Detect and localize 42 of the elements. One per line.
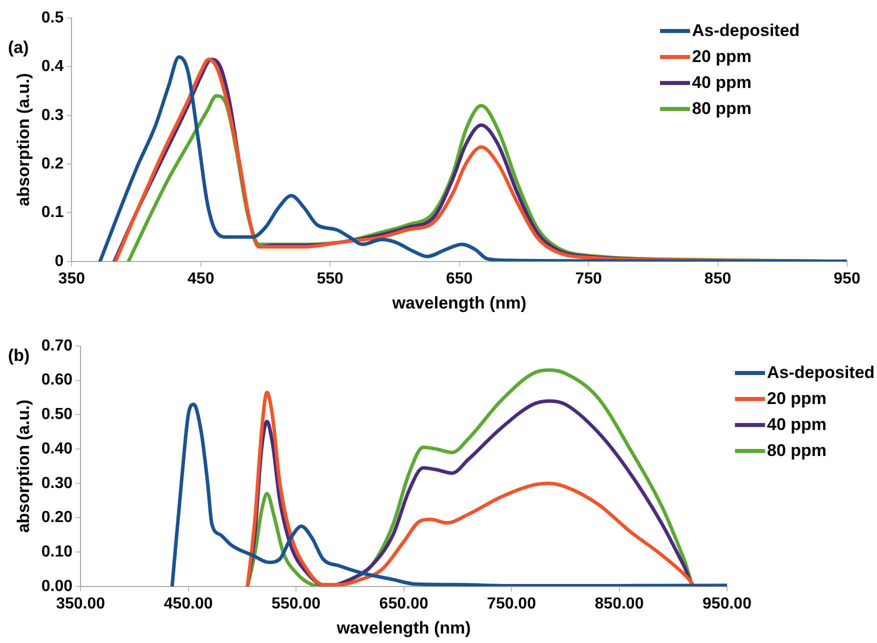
chart-title: (b): [8, 346, 30, 366]
x-tick-label: 850: [704, 270, 732, 288]
y-tick-label: 0.4: [41, 58, 64, 76]
legend-label: 40 ppm: [767, 415, 827, 435]
x-tick-label: 350: [58, 270, 86, 288]
legend-label: 40 ppm: [692, 73, 752, 93]
x-tick-label: 450: [188, 270, 214, 288]
y-tick-label: 0.3: [41, 106, 64, 124]
y-tick-label: 0.10: [41, 543, 73, 560]
text: (a): [8, 38, 29, 58]
x-axis-title: wavelength (nm): [391, 293, 526, 312]
legend-label: 80 ppm: [692, 99, 752, 119]
y-axis-title: absorption (a.u.): [14, 73, 33, 206]
y-tick-label: 0.40: [41, 440, 73, 458]
legend-label: As-deposited: [692, 21, 800, 41]
y-tick-label: 0.50: [41, 406, 73, 424]
x-tick-label: 550.00: [272, 595, 321, 612]
x-tick-label: 750.00: [487, 595, 536, 612]
legend-label: 20 ppm: [767, 389, 827, 409]
y-tick-label: 0.00: [41, 578, 73, 595]
x-tick-label: 450.00: [164, 595, 213, 612]
x-tick-label: 750: [575, 270, 602, 288]
x-tick-label: 350.00: [56, 595, 106, 612]
y-tick-label: 0.70: [41, 337, 73, 354]
legend-label: As-deposited: [767, 363, 875, 383]
x-axis-title: wavelength (nm): [336, 618, 471, 638]
y-tick-label: 0.60: [41, 372, 73, 389]
x-tick-label: 650: [446, 270, 473, 288]
y-tick-label: 0.5: [41, 9, 64, 26]
x-tick-label: 550: [316, 270, 344, 288]
y-axis-title: absorption (a.u.): [14, 400, 33, 533]
x-tick-label: 850.00: [594, 595, 644, 612]
y-tick-label: 0.30: [41, 474, 73, 492]
legend-label: 20 ppm: [692, 47, 752, 67]
x-tick-label: 950.00: [702, 595, 752, 612]
y-tick-label: 0: [54, 252, 64, 270]
x-tick-label: 950: [834, 270, 860, 288]
y-tick-label: 0.20: [41, 509, 73, 526]
x-tick-label: 650.00: [379, 595, 428, 612]
legend-label: 80 ppm: [767, 441, 827, 461]
y-tick-label: 0.2: [41, 155, 64, 172]
y-tick-label: 0.1: [41, 204, 64, 222]
